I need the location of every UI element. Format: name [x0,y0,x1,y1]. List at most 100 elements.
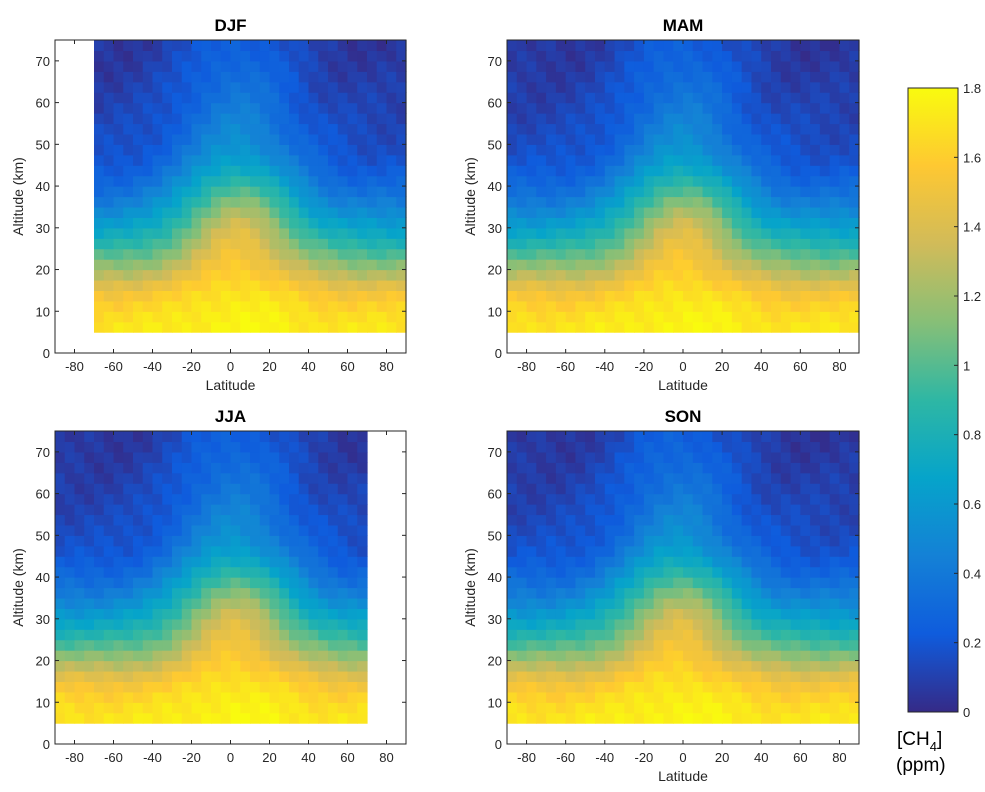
heatmap-cell [230,81,241,93]
heatmap-cell [810,472,821,484]
heatmap-cell [172,681,183,693]
heatmap-cell [113,248,124,260]
heatmap-cell [103,608,115,620]
heatmap-cell [357,92,368,104]
heatmap-cell [751,227,762,239]
heatmap-cell [172,113,183,125]
heatmap-cell [585,660,596,672]
heatmap-cell [839,472,850,484]
heatmap-cell [191,279,202,291]
heatmap-cell [546,92,557,104]
heatmap-cell [741,504,753,516]
heatmap-cell [172,639,183,651]
heatmap-cell [614,556,625,568]
y-tick-label: 60 [36,487,50,502]
heatmap-cell [595,618,606,630]
heatmap-cell [279,113,290,125]
heatmap-cell [230,639,241,651]
heatmap-cell [683,483,694,495]
heatmap-cell [94,535,105,547]
heatmap-cell [575,217,586,229]
heatmap-cell [731,60,743,72]
heatmap-cell [536,441,547,453]
heatmap-cell [604,639,616,651]
heatmap-cell [201,462,212,474]
heatmap-cell [133,524,144,536]
heatmap-cell [318,321,329,333]
heatmap-cell [103,472,115,484]
heatmap-cell [624,60,635,72]
heatmap-cell [575,462,586,474]
heatmap-cell [259,50,271,62]
heatmap-cell [181,238,193,250]
y-tick-label: 60 [36,96,50,111]
heatmap-cell [289,206,300,218]
heatmap-cell [634,217,645,229]
heatmap-cell [507,92,518,104]
heatmap-cell [162,50,173,62]
heatmap-cell [84,691,95,703]
heatmap-cell [722,175,733,187]
heatmap-cell [250,472,261,484]
heatmap-cell [692,566,704,578]
heatmap-cell [347,186,358,198]
heatmap-cell [64,681,76,693]
heatmap-cell [376,217,388,229]
heatmap-cell [575,144,586,156]
heatmap-cell [624,597,635,609]
heatmap-cell [240,670,251,682]
heatmap-cell [259,629,271,641]
heatmap-cell [643,269,655,281]
x-tick-label: 20 [262,359,276,374]
heatmap-cell [516,311,528,323]
heatmap-cell [279,660,290,672]
heatmap-cell [142,670,154,682]
y-tick-label: 50 [36,528,50,543]
heatmap-cell [162,535,173,547]
heatmap-cell [507,206,518,218]
heatmap-cell [367,311,378,323]
heatmap-cell [673,618,684,630]
heatmap-cell [800,259,811,271]
heatmap-cell [230,702,241,714]
heatmap-cell [123,175,134,187]
heatmap-cell [604,597,616,609]
heatmap-cell [653,227,665,239]
heatmap-cell [337,712,349,724]
heatmap-cell [386,279,397,291]
heatmap-cell [367,92,378,104]
heatmap-cell [133,556,144,568]
heatmap-cell [298,206,310,218]
heatmap-cell [751,608,762,620]
heatmap-cell [94,472,105,484]
heatmap-cell [731,483,743,495]
y-tick-label: 70 [36,445,50,460]
heatmap-cell [624,566,635,578]
heatmap-cell [585,618,596,630]
colorbar-label: [CH4] [897,729,942,754]
heatmap-cell [595,535,606,547]
heatmap-cell [653,556,665,568]
heatmap-cell [123,618,134,630]
heatmap-cell [269,597,280,609]
heatmap-cell [780,566,792,578]
heatmap-cell [191,535,202,547]
heatmap-cell [308,206,319,218]
heatmap-cell [780,577,792,589]
heatmap-cell [220,660,232,672]
heatmap-cell [230,238,241,250]
heatmap-cell [55,577,66,589]
heatmap-cell [337,608,349,620]
heatmap-cell [94,259,105,271]
heatmap-cell [230,290,241,302]
heatmap-cell [337,81,349,93]
heatmap-cell [595,113,606,125]
heatmap-cell [507,670,518,682]
heatmap-cell [318,462,329,474]
heatmap-cell [94,660,105,672]
heatmap-cell [839,92,850,104]
heatmap-cell [103,259,115,271]
heatmap-cell [328,441,339,453]
heatmap-cell [663,60,674,72]
heatmap-cell [692,40,704,52]
